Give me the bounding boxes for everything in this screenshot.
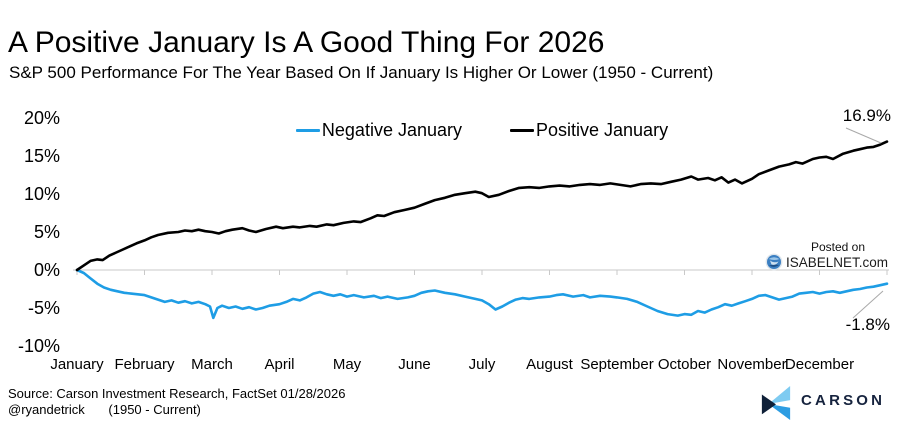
x-month-label: November: [717, 356, 787, 373]
x-month-label: March: [191, 356, 233, 373]
legend-item-positive-january: Positive January: [510, 120, 668, 141]
x-month-label: December: [784, 356, 855, 373]
watermark-posted-on: Posted on: [810, 240, 866, 254]
author-note: @ryandetrick (1950 - Current): [8, 402, 201, 417]
y-tick-label: 5%: [33, 222, 60, 242]
x-month-label: February: [114, 356, 175, 373]
negative-january-line-swatch: [295, 128, 320, 133]
y-tick-label: 10%: [23, 184, 60, 204]
x-month-label: August: [526, 356, 573, 373]
source-note: Source: Carson Investment Research, Fact…: [8, 386, 346, 401]
positive-january-end-value-label: 16.9%: [842, 106, 891, 125]
series-line-negative-january: [75, 268, 889, 320]
carson-logo-text: CARSON: [801, 392, 886, 409]
page-subtitle: S&P 500 Performance For The Year Based O…: [9, 63, 714, 82]
legend-label: Positive January: [536, 120, 669, 140]
date-range-note: (1950 - Current): [108, 402, 201, 417]
x-month-label: September: [580, 356, 654, 373]
author-handle: @ryandetrick: [8, 402, 85, 417]
x-month-label: May: [332, 356, 362, 373]
carson-logo-icon: [761, 386, 791, 420]
x-month-label: July: [468, 356, 496, 373]
watermark-isabelnet: ISABELNET.com: [765, 253, 888, 271]
x-month-label: January: [50, 356, 104, 373]
leader-line-positive: [845, 127, 882, 144]
chart-legend: Negative January Positive January: [77, 120, 887, 141]
legend-item-negative-january: Negative January: [295, 120, 462, 141]
page-title: A Positive January Is A Good Thing For 2…: [8, 26, 605, 59]
positive-january-line-swatch: [510, 128, 534, 133]
x-month-label: October: [657, 356, 712, 373]
x-month-label: June: [398, 356, 431, 373]
y-tick-label: 20%: [23, 108, 60, 128]
globe-icon: [765, 253, 783, 271]
watermark-site-text: ISABELNET.com: [786, 254, 889, 270]
y-tick-label: 15%: [23, 146, 60, 166]
y-tick-label: -5%: [27, 298, 60, 318]
series-line-positive-january: [75, 140, 889, 272]
leader-line-negative: [852, 290, 884, 319]
negative-january-end-value-label: -1.8%: [845, 315, 890, 334]
x-month-label: April: [264, 356, 295, 373]
y-tick-label: 0%: [33, 260, 60, 280]
legend-label: Negative January: [321, 120, 462, 140]
y-tick-label: -10%: [17, 336, 60, 356]
